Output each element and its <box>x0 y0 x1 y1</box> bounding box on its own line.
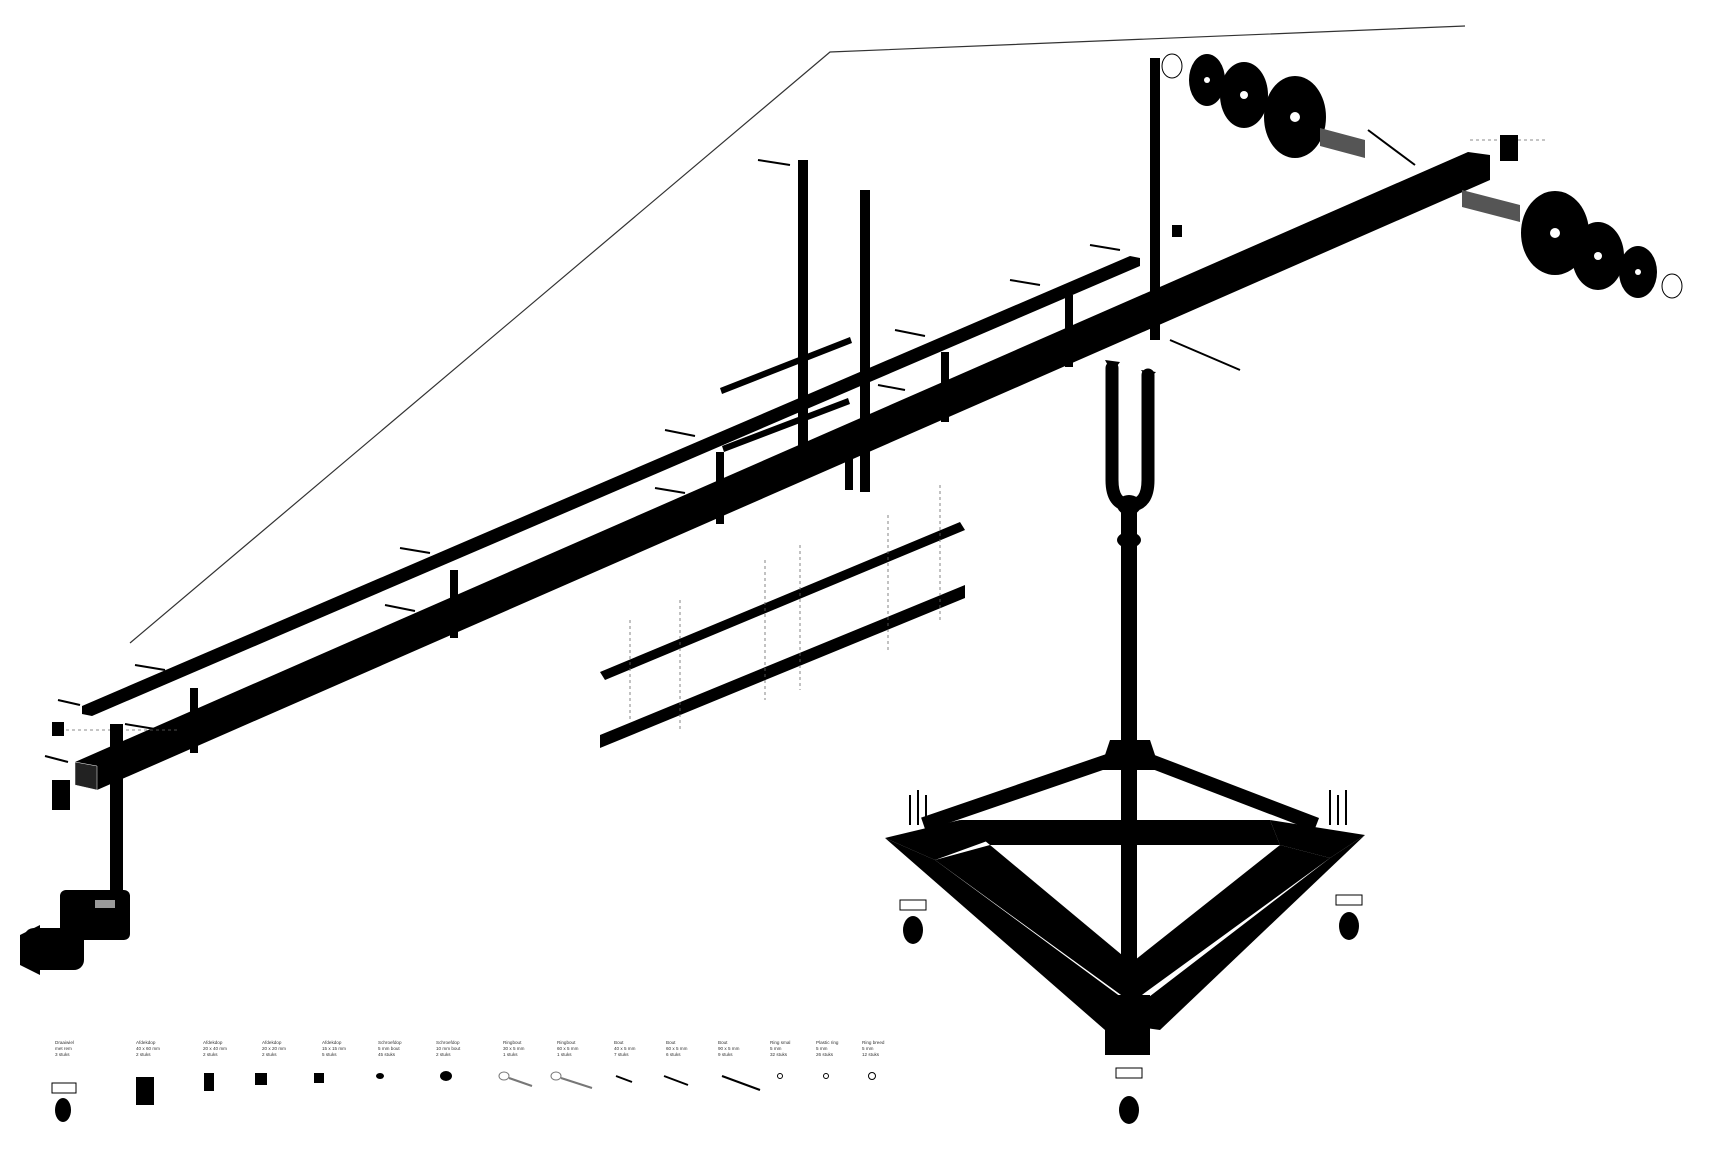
legend-spec: 5 mm bout <box>378 1046 400 1051</box>
legend-name: Afdekdop <box>203 1040 223 1045</box>
lower-flat-bars <box>600 522 965 748</box>
legend-name: Bout <box>666 1040 676 1045</box>
legend-item-eye-bolt-30: Ringbout 30 x 5 mm 1 stuks <box>503 1040 567 1058</box>
base-corner-bolts <box>909 790 1347 825</box>
legend-spec: 10 mm bout <box>436 1046 461 1051</box>
legend-spec: 40 x 60 mm <box>136 1046 160 1051</box>
stand-column <box>1121 505 1137 1050</box>
legend-item-washer-narrow: Ring smal 5 mm 32 stuks <box>770 1040 834 1058</box>
center-upright-posts <box>798 160 870 492</box>
legend-spec: met rem <box>55 1046 72 1051</box>
camera-icon <box>20 890 130 975</box>
legend-name: Afdekdop <box>322 1040 342 1045</box>
end-cap-block <box>1172 225 1182 237</box>
legend-spec: 5 mm <box>862 1046 874 1051</box>
legend-spec: 30 x 5 mm <box>503 1046 525 1051</box>
legend-item-end-cap-20x20: Afdekdop 20 x 20 mm 2 stuks <box>262 1040 326 1058</box>
legend-eye-bolt-small-icon <box>498 1071 533 1087</box>
legend-item-bolt-60: Bout 60 x 5 mm 6 stuks <box>666 1040 730 1058</box>
guide-wire <box>129 25 1466 644</box>
legend-qty: 6 stuks <box>666 1052 681 1057</box>
legend-qty: 2 stuks <box>262 1052 277 1057</box>
legend-washer-wide-icon <box>868 1072 876 1080</box>
legend-name: Schroefdop <box>378 1040 402 1045</box>
legend-item-end-cap-40x60: Afdekdop 40 x 60 mm 2 stuks <box>136 1040 200 1058</box>
legend-qty: 1 stuks <box>557 1052 572 1057</box>
legend-item-screw-cap-10mm: Schroefdop 10 mm bout 2 stuks <box>436 1040 500 1058</box>
legend-spec: 90 x 5 mm <box>718 1046 740 1051</box>
legend-name: Draaiwiel <box>55 1040 74 1045</box>
counterweight-plates-upper <box>1161 53 1365 158</box>
counterweight-plates-lower <box>1462 190 1683 299</box>
legend-end-cap-large-icon <box>136 1077 154 1105</box>
legend-qty: 5 stuks <box>322 1052 337 1057</box>
legend-qty: 3 stuks <box>55 1052 70 1057</box>
legend-end-cap-small-icon <box>314 1073 324 1083</box>
legend-end-cap-square-icon <box>255 1073 267 1085</box>
end-cap-block <box>1500 135 1518 161</box>
legend-item-end-cap-15x15: Afdekdop 15 x 15 mm 5 stuks <box>322 1040 386 1058</box>
legend-name: Ringbout <box>503 1040 522 1045</box>
legend-bolt-medium-icon <box>663 1075 689 1086</box>
rail-support-posts <box>190 295 1073 753</box>
legend-spec: 40 x 5 mm <box>614 1046 636 1051</box>
legend-plastic-ring-icon <box>823 1073 829 1079</box>
stand-base-triangle <box>885 820 1365 1055</box>
legend-name: Afdekdop <box>262 1040 282 1045</box>
legend-screw-cap-large-icon <box>440 1071 452 1081</box>
legend-bolt-short-icon <box>615 1075 633 1083</box>
legend-item-bolt-40: Bout 40 x 5 mm 7 stuks <box>614 1040 678 1058</box>
legend-name: Schroefdop <box>436 1040 460 1045</box>
legend-qty: 32 stuks <box>770 1052 788 1057</box>
legend-qty: 2 stuks <box>203 1052 218 1057</box>
upper-rail-beam <box>82 256 1140 716</box>
legend-spec: 60 x 5 mm <box>666 1046 688 1051</box>
legend-qty: 2 stuks <box>436 1052 451 1057</box>
legend-name: Ring breed <box>862 1040 885 1045</box>
end-cap-block <box>52 780 70 810</box>
legend-item-plastic-ring: Plastic ring 5 mm 26 stuks <box>816 1040 880 1058</box>
legend-name: Afdekdop <box>136 1040 156 1045</box>
legend-spec: 20 x 40 mm <box>203 1046 227 1051</box>
legend-qty: 26 stuks <box>816 1052 834 1057</box>
legend-washer-narrow-icon <box>777 1073 783 1079</box>
legend-name: Bout <box>718 1040 728 1045</box>
legend-name: Bout <box>614 1040 624 1045</box>
legend-qty: 2 stuks <box>136 1052 151 1057</box>
counterweight-post <box>1150 58 1160 340</box>
legend-qty: 45 stuks <box>378 1052 396 1057</box>
legend-name: Ringbout <box>557 1040 576 1045</box>
stand-legs <box>921 745 1320 832</box>
legend-caster-wheel-icon <box>51 1082 77 1122</box>
legend-spec: 15 x 15 mm <box>322 1046 346 1051</box>
legend-qty: 1 stuks <box>503 1052 518 1057</box>
legend-qty: 9 stuks <box>718 1052 733 1057</box>
legend-item-eye-bolt-60: Ringbout 60 x 5 mm 1 stuks <box>557 1040 621 1058</box>
legend-item-caster-wheel: Draaiwiel met rem 3 stuks <box>55 1040 119 1058</box>
legend-eye-bolt-large-icon <box>550 1071 593 1089</box>
legend-item-screw-cap-5mm: Schroefdop 5 mm bout 45 stuks <box>378 1040 442 1058</box>
end-cap-block <box>52 722 64 736</box>
legend-item-bolt-90: Bout 90 x 5 mm 9 stuks <box>718 1040 782 1058</box>
legend-spec: 5 mm <box>816 1046 828 1051</box>
legend-spec: 60 x 5 mm <box>557 1046 579 1051</box>
camera-arm <box>110 724 123 899</box>
legend-item-washer-wide: Ring breed 5 mm 12 stuks <box>862 1040 926 1058</box>
caster-wheels <box>899 894 1363 1124</box>
legend-end-cap-medium-icon <box>204 1073 214 1091</box>
legend-qty: 7 stuks <box>614 1052 629 1057</box>
legend-qty: 12 stuks <box>862 1052 880 1057</box>
legend-bolt-long-icon <box>721 1075 761 1091</box>
center-crossbars <box>720 337 852 452</box>
legend-name: Ring smal <box>770 1040 791 1045</box>
main-boom-beam <box>75 152 1490 790</box>
legend-spec: 20 x 20 mm <box>262 1046 286 1051</box>
legend-screw-cap-small-icon <box>376 1073 384 1079</box>
bolt-set <box>44 129 1416 763</box>
legend-spec: 5 mm <box>770 1046 782 1051</box>
stand-fork <box>1105 361 1155 512</box>
legend-name: Plastic ring <box>816 1040 839 1045</box>
legend-item-end-cap-20x40: Afdekdop 20 x 40 mm 2 stuks <box>203 1040 267 1058</box>
